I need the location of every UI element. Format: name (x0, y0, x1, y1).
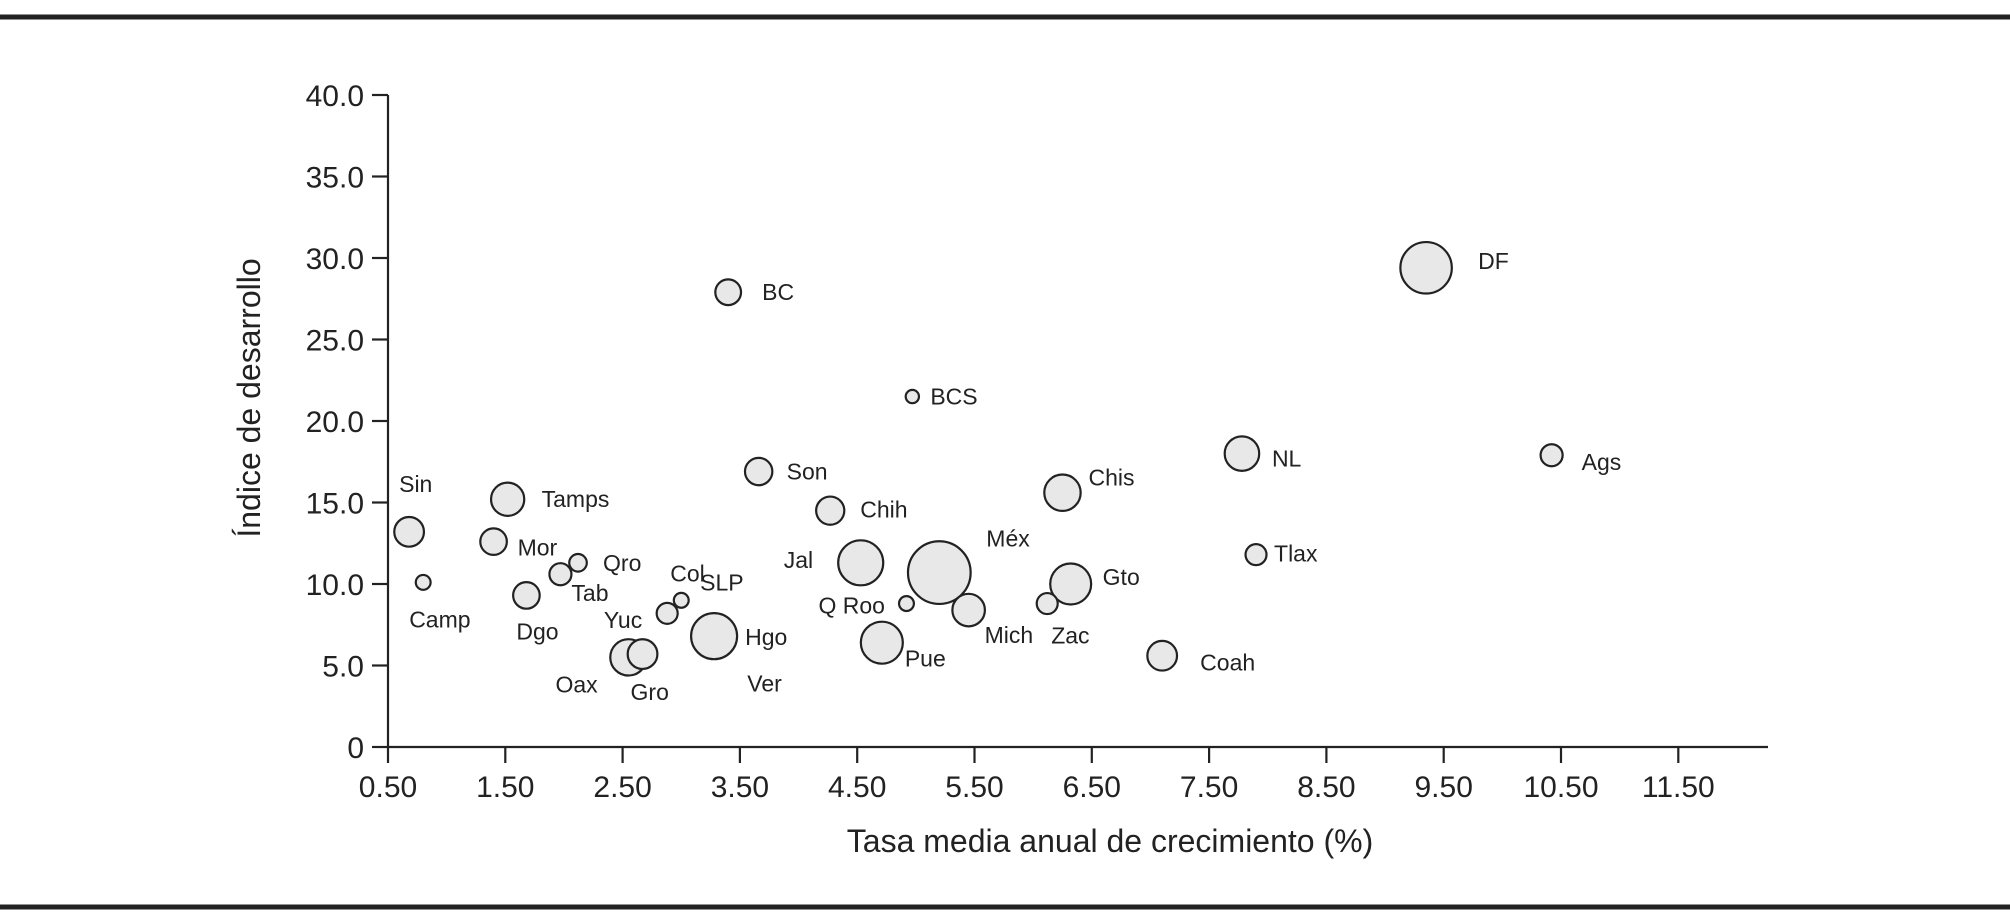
bubble-label: Gto (1103, 564, 1140, 590)
bubble-label: Chih (860, 497, 907, 523)
y-tick-label: 20.0 (306, 406, 364, 439)
bubble-label: Méx (986, 526, 1030, 552)
y-tick-label: 40.0 (306, 80, 364, 113)
bubble-label: Ags (1582, 449, 1622, 475)
bubble-coah (1146, 639, 1179, 672)
bubble-label: Sin (399, 471, 432, 497)
bubble-label: Gro (631, 679, 669, 705)
bubble-label: Coah (1200, 650, 1255, 676)
bubble-gto (1049, 562, 1093, 606)
bubble-mich (951, 592, 987, 628)
point-labels-layer: DF BC BCS NL Ags Son Chis Tamps Chih Sin Mor Tlax Ja… (399, 248, 1621, 705)
bubble-qro (568, 552, 588, 573)
bubble-camp (414, 573, 432, 591)
bubble-label: Mor (518, 535, 558, 561)
bubble-label: Col (670, 560, 705, 586)
bubble-label: BC (762, 279, 794, 305)
x-tick-label: 3.50 (711, 771, 769, 804)
bubble-pue (859, 620, 904, 665)
bubble-sin (393, 515, 426, 548)
bubble-label: Oax (555, 671, 598, 697)
bubble-df (1399, 240, 1453, 295)
bubble-label: NL (1272, 446, 1302, 472)
bubble-tamps (489, 481, 526, 517)
bubble-label: Tamps (542, 486, 610, 512)
bubble-col (672, 591, 690, 609)
y-tick-label: 10.0 (306, 569, 364, 602)
bubble-label: Q Roo (818, 593, 884, 619)
bubble-label: Son (787, 459, 828, 485)
x-tick-label: 5.50 (945, 771, 1003, 804)
bubble-chih (815, 495, 846, 526)
bubble-slp (655, 601, 679, 625)
x-tick-label: 6.50 (1063, 771, 1121, 804)
y-tick-label: 5.0 (322, 651, 364, 684)
bubble-label: Mich (985, 622, 1034, 648)
bubble-zac (1035, 591, 1059, 616)
y-tick-label: 35.0 (306, 162, 364, 195)
bubble-mor (479, 527, 508, 557)
x-tick-label: 8.50 (1297, 771, 1355, 804)
y-tick-label: 30.0 (306, 243, 364, 276)
bubble-label: Tlax (1274, 541, 1318, 567)
axes: 0 5.0 10.0 15.0 20.0 25.0 30.0 35.0 40.0 0.50 1.50… (306, 80, 1768, 804)
bubble-nl (1223, 435, 1261, 472)
bubble-bcs (904, 388, 921, 405)
bubbles-layer (393, 240, 1564, 677)
bubble-tab (548, 562, 573, 587)
bubble-label: DF (1478, 248, 1509, 274)
x-axis-title: Tasa media anual de crecimiento (%) (847, 823, 1373, 859)
bubble-label: Pue (905, 646, 946, 672)
bubble-label: Jal (784, 547, 813, 573)
bubble-label: Yuc (604, 607, 642, 633)
x-tick-label: 11.50 (1642, 771, 1715, 804)
bubble-label: Camp (409, 606, 470, 632)
bubble-label: Ver (747, 670, 782, 696)
x-tick-label: 4.50 (828, 771, 886, 804)
x-tick-label: 2.50 (593, 771, 651, 804)
bubble-jal (837, 539, 885, 587)
bubble-label: Tab (571, 580, 608, 606)
x-tick-label: 7.50 (1180, 771, 1238, 804)
bubble-label: Chis (1088, 465, 1134, 491)
bubble-gro (626, 638, 659, 671)
bubble-label: Dgo (516, 618, 558, 644)
x-tick-label: 0.50 (359, 771, 417, 804)
bubble-q-roo (897, 595, 915, 613)
bubble-bc (714, 278, 743, 307)
y-tick-label: 25.0 (306, 325, 364, 358)
bubble-méx (906, 540, 972, 606)
bubble-label: Hgo (745, 624, 787, 650)
x-tick-label: 9.50 (1415, 771, 1473, 804)
bubble-label: Qro (603, 550, 641, 576)
bubble-ags (1539, 443, 1564, 468)
y-tick-label: 15.0 (306, 488, 364, 521)
y-axis-title: Índice de desarrollo (231, 258, 267, 537)
bubble-dgo (512, 581, 541, 610)
bubble-hgo (689, 612, 739, 661)
y-tick-label: 0 (347, 732, 364, 765)
bubble-label: Zac (1051, 623, 1089, 649)
bubble-label: SLP (700, 569, 743, 595)
x-tick-label: 10.50 (1523, 771, 1598, 804)
bubble-son (743, 456, 774, 487)
bubble-label: BCS (930, 384, 977, 410)
bubble-tlax (1244, 543, 1268, 567)
x-tick-label: 1.50 (476, 771, 534, 804)
bubble-chis (1043, 473, 1082, 513)
